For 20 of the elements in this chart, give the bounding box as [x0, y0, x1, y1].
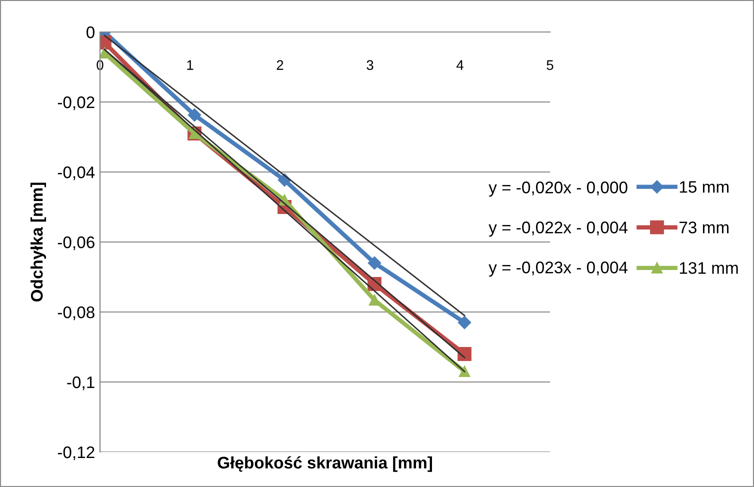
y-tick-label: -0,08	[58, 306, 94, 320]
y-tick-label: -0,12	[58, 446, 94, 460]
annotation: y = -0,022x - 0,004	[488, 222, 628, 237]
y-tick-label: -0,04	[58, 166, 95, 180]
legend-label: 73 mm	[680, 222, 729, 234]
x-tick-label: 3	[366, 60, 374, 70]
annotation: y = -0,020x - 0,000	[488, 182, 628, 197]
x-tick-label: 2	[276, 60, 284, 70]
y-tick-label: -0,02	[58, 96, 94, 110]
annotation: y = -0,023x - 0,004	[488, 262, 628, 277]
x-tick-label: 1	[187, 60, 194, 70]
y-tick-label: -0,06	[58, 236, 94, 250]
legend-label: 15 mm	[680, 181, 729, 193]
x-tick-label: 5	[546, 60, 554, 70]
x-axis-title: Głębokość skrawania [mm]	[218, 456, 432, 472]
y-tick-label: -0,1	[67, 376, 94, 390]
legend-label: 131 mm	[680, 262, 738, 274]
y-tick-label: 0	[86, 26, 94, 38]
y-axis-title: Odchyłka [mm]	[30, 182, 46, 302]
x-tick-label: 4	[456, 60, 464, 70]
